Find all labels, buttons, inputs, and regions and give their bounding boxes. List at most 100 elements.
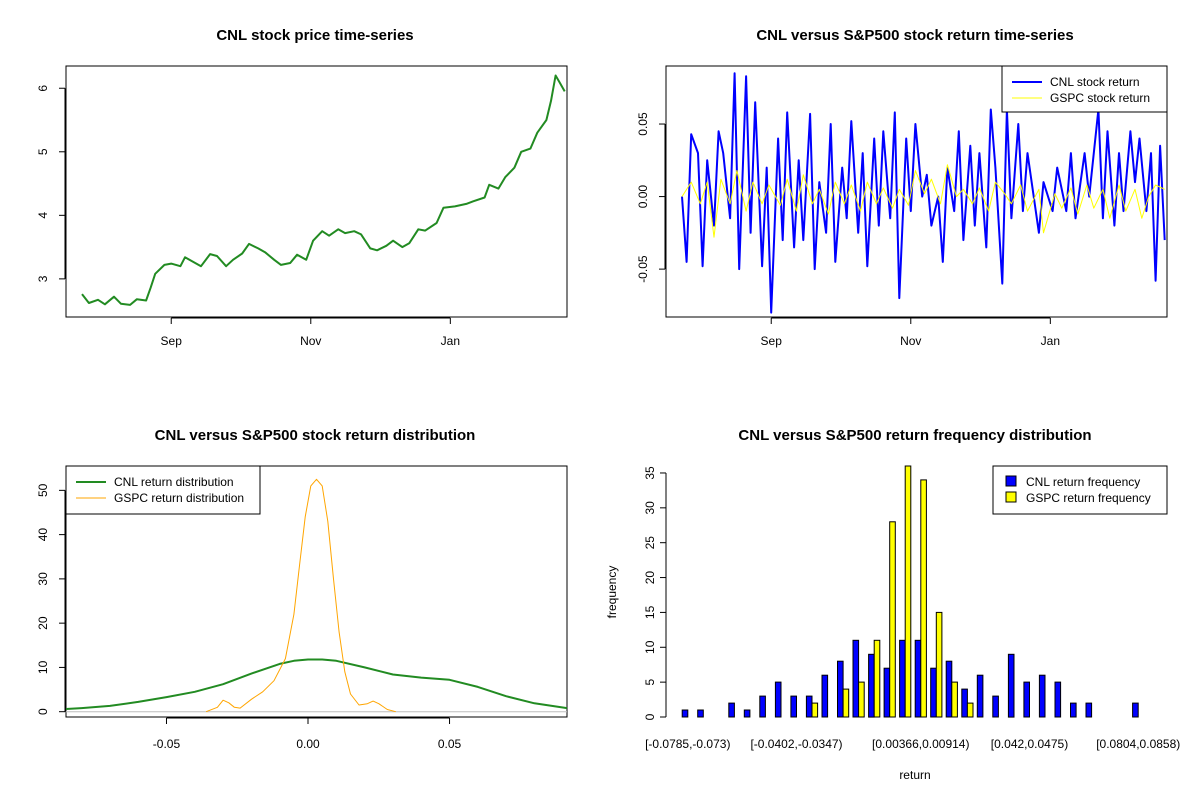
cnl-return-frequency-bar (1054, 681, 1062, 718)
plot-frame (665, 65, 1168, 318)
chart-title: CNL versus S&P500 stock return time-seri… (756, 27, 1073, 44)
cnl-return-distribution-curve (65, 658, 568, 710)
cnl-return-frequency-bar (759, 695, 766, 718)
gspc-return-frequency-bar (935, 611, 943, 718)
cnl-return-frequency-bar (883, 667, 891, 718)
cnl-return-frequency-bar (1007, 653, 1015, 718)
legend-swatch-cnl-frequency (1005, 475, 1017, 487)
y-tick-label: 0.00 (636, 185, 650, 209)
cnl-return-frequency-bar (945, 660, 953, 718)
cnl-return-frequency-bar (914, 639, 922, 718)
x-tick-label: Nov (300, 334, 321, 348)
y-tick-label: 20 (36, 616, 50, 630)
y-axis: 0 10 20 30 40 50 (36, 483, 66, 715)
cnl-return-frequency-bar (681, 709, 689, 718)
y-tick-label: 10 (36, 660, 50, 674)
gspc-return-frequency-bar (811, 702, 819, 718)
x-tick-label: Sep (161, 334, 183, 348)
y-tick-label: 3 (36, 275, 50, 282)
cnl-return-frequency-bar (1085, 702, 1093, 718)
x-axis: -0.05 0.00 0.05 (153, 717, 462, 751)
chart-title: CNL stock price time-series (216, 27, 413, 44)
x-tick-label: -0.05 (153, 737, 181, 751)
y-tick-label: 50 (36, 483, 50, 497)
cnl-return-frequency-bar (1132, 702, 1139, 718)
cnl-return-frequency-bar (1038, 674, 1046, 718)
y-tick-label: 0 (36, 708, 50, 715)
x-axis: [-0.0785,-0.073) [-0.0402,-0.0347) [0.0036… (645, 737, 1180, 751)
y-tick-label: 15 (643, 605, 657, 619)
bar-layer (681, 465, 1139, 718)
x-tick-label: [0.00366,0.00914) (872, 737, 969, 751)
y-tick-label: 6 (36, 85, 50, 92)
x-tick-label: [-0.0402,-0.0347) (750, 737, 842, 751)
y-tick-label: 0 (643, 713, 657, 720)
cnl-return-frequency-bar (976, 674, 984, 718)
cnl-stock-return-line (681, 72, 1166, 314)
cnl-return-frequency-bar (961, 688, 968, 718)
y-axis-label: frequency (605, 566, 619, 619)
legend: CNL return frequency GSPC return frequen… (992, 465, 1168, 515)
cnl-return-frequency-bar (821, 674, 829, 718)
legend-label-cnl-frequency: CNL return frequency (1026, 475, 1140, 489)
gspc-return-frequency-bar (920, 479, 927, 718)
x-tick-label: 0.00 (296, 737, 320, 751)
plot-frame (65, 465, 568, 718)
x-tick-label: [0.0804,0.0858) (1096, 737, 1180, 751)
return-distribution-panel: CNL versus S&P500 stock return distribut… (36, 427, 568, 751)
legend: CNL stock return GSPC stock return (1001, 65, 1168, 113)
y-tick-label: 5 (36, 148, 50, 155)
legend-label-cnl-return: CNL stock return (1050, 75, 1140, 89)
cnl-return-frequency-bar (728, 702, 735, 718)
y-tick-label: 10 (643, 640, 657, 654)
y-tick-label: 35 (643, 466, 657, 480)
cnl-return-frequency-bar (805, 695, 813, 718)
y-tick-label: 25 (643, 536, 657, 550)
y-tick-label: 5 (643, 678, 657, 685)
gspc-return-frequency-bar (842, 688, 850, 718)
x-tick-label: Jan (441, 334, 460, 348)
cnl-return-frequency-bar (992, 695, 999, 718)
y-tick-label: -0.05 (636, 255, 650, 283)
series-layer (81, 74, 566, 306)
gspc-return-frequency-bar (951, 681, 958, 718)
legend-label-gspc-frequency: GSPC return frequency (1026, 491, 1151, 505)
x-axis-label: return (899, 768, 930, 782)
gspc-return-frequency-bar (873, 639, 881, 718)
return-frequency-panel: CNL versus S&P500 return frequency distr… (605, 427, 1180, 782)
cnl-return-frequency-bar (852, 639, 860, 718)
gspc-return-frequency-bar (858, 681, 865, 718)
x-tick-label: Sep (761, 334, 783, 348)
x-tick-label: Nov (900, 334, 921, 348)
legend-label-gspc-return: GSPC stock return (1050, 91, 1150, 105)
y-tick-label: 40 (36, 528, 50, 542)
chart-title: CNL versus S&P500 return frequency distr… (738, 427, 1091, 444)
y-axis: 3 4 5 6 (36, 85, 66, 282)
legend-label-gspc-distribution: GSPC return distribution (114, 491, 244, 505)
gspc-return-frequency-bar (904, 465, 912, 718)
cnl-return-frequency-bar (1070, 702, 1077, 718)
x-tick-label: 0.05 (438, 737, 462, 751)
legend-label-cnl-distribution: CNL return distribution (114, 475, 234, 489)
y-tick-label: 30 (643, 501, 657, 515)
y-tick-label: 4 (36, 212, 50, 219)
legend-box (65, 465, 261, 515)
return-time-series-panel: CNL versus S&P500 stock return time-seri… (636, 27, 1168, 348)
y-tick-label: 30 (36, 572, 50, 586)
gspc-return-distribution-curve (205, 478, 396, 713)
cnl-return-frequency-bar (899, 639, 906, 718)
gspc-stock-return-line (681, 164, 1165, 238)
y-tick-label: 0.05 (636, 112, 650, 136)
gspc-return-frequency-bar (889, 521, 896, 718)
cnl-return-frequency-bar (774, 681, 782, 718)
x-axis: Sep Nov Jan (161, 317, 460, 348)
cnl-return-frequency-bar (930, 667, 937, 718)
legend-box (992, 465, 1168, 515)
y-axis: -0.05 0.00 0.05 (636, 112, 666, 283)
legend-box (1001, 65, 1168, 113)
series-layer (681, 72, 1166, 314)
gspc-return-frequency-bar (966, 702, 974, 718)
legend: CNL return distribution GSPC return dist… (65, 465, 261, 515)
legend-swatch-gspc-frequency (1005, 491, 1017, 503)
cnl-return-frequency-bar (1023, 681, 1031, 718)
